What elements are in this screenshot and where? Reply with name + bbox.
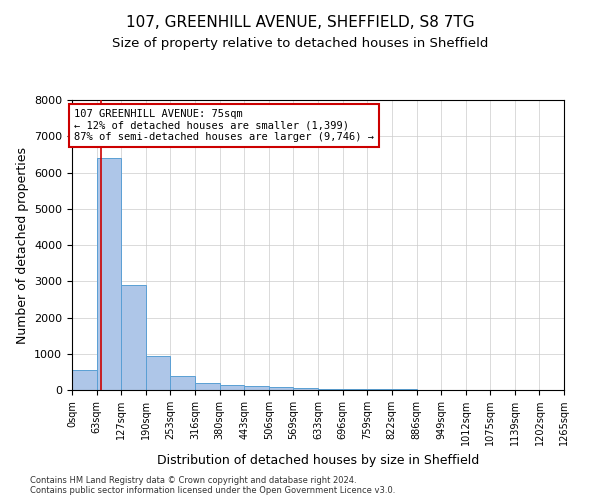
Y-axis label: Number of detached properties: Number of detached properties (16, 146, 29, 344)
Bar (220, 386, 244, 390)
Text: 107 GREENHILL AVENUE: 75sqm
← 12% of detached houses are smaller (1,399)
87% of : 107 GREENHILL AVENUE: 75sqm ← 12% of det… (74, 109, 374, 142)
Bar (195, 383, 220, 390)
Text: 107, GREENHILL AVENUE, SHEFFIELD, S8 7TG: 107, GREENHILL AVENUE, SHEFFIELD, S8 7TG (125, 15, 475, 30)
Bar (121, 285, 146, 390)
Bar (72, 370, 97, 390)
Bar (170, 376, 195, 390)
Bar (318, 388, 343, 390)
Bar (293, 388, 318, 390)
Bar (269, 388, 293, 390)
Bar (343, 389, 367, 390)
X-axis label: Distribution of detached houses by size in Sheffield: Distribution of detached houses by size … (157, 454, 479, 466)
Bar (97, 158, 121, 390)
Bar (244, 386, 269, 390)
Bar (146, 356, 170, 390)
Text: Contains HM Land Registry data © Crown copyright and database right 2024.
Contai: Contains HM Land Registry data © Crown c… (30, 476, 395, 495)
Text: Size of property relative to detached houses in Sheffield: Size of property relative to detached ho… (112, 38, 488, 51)
